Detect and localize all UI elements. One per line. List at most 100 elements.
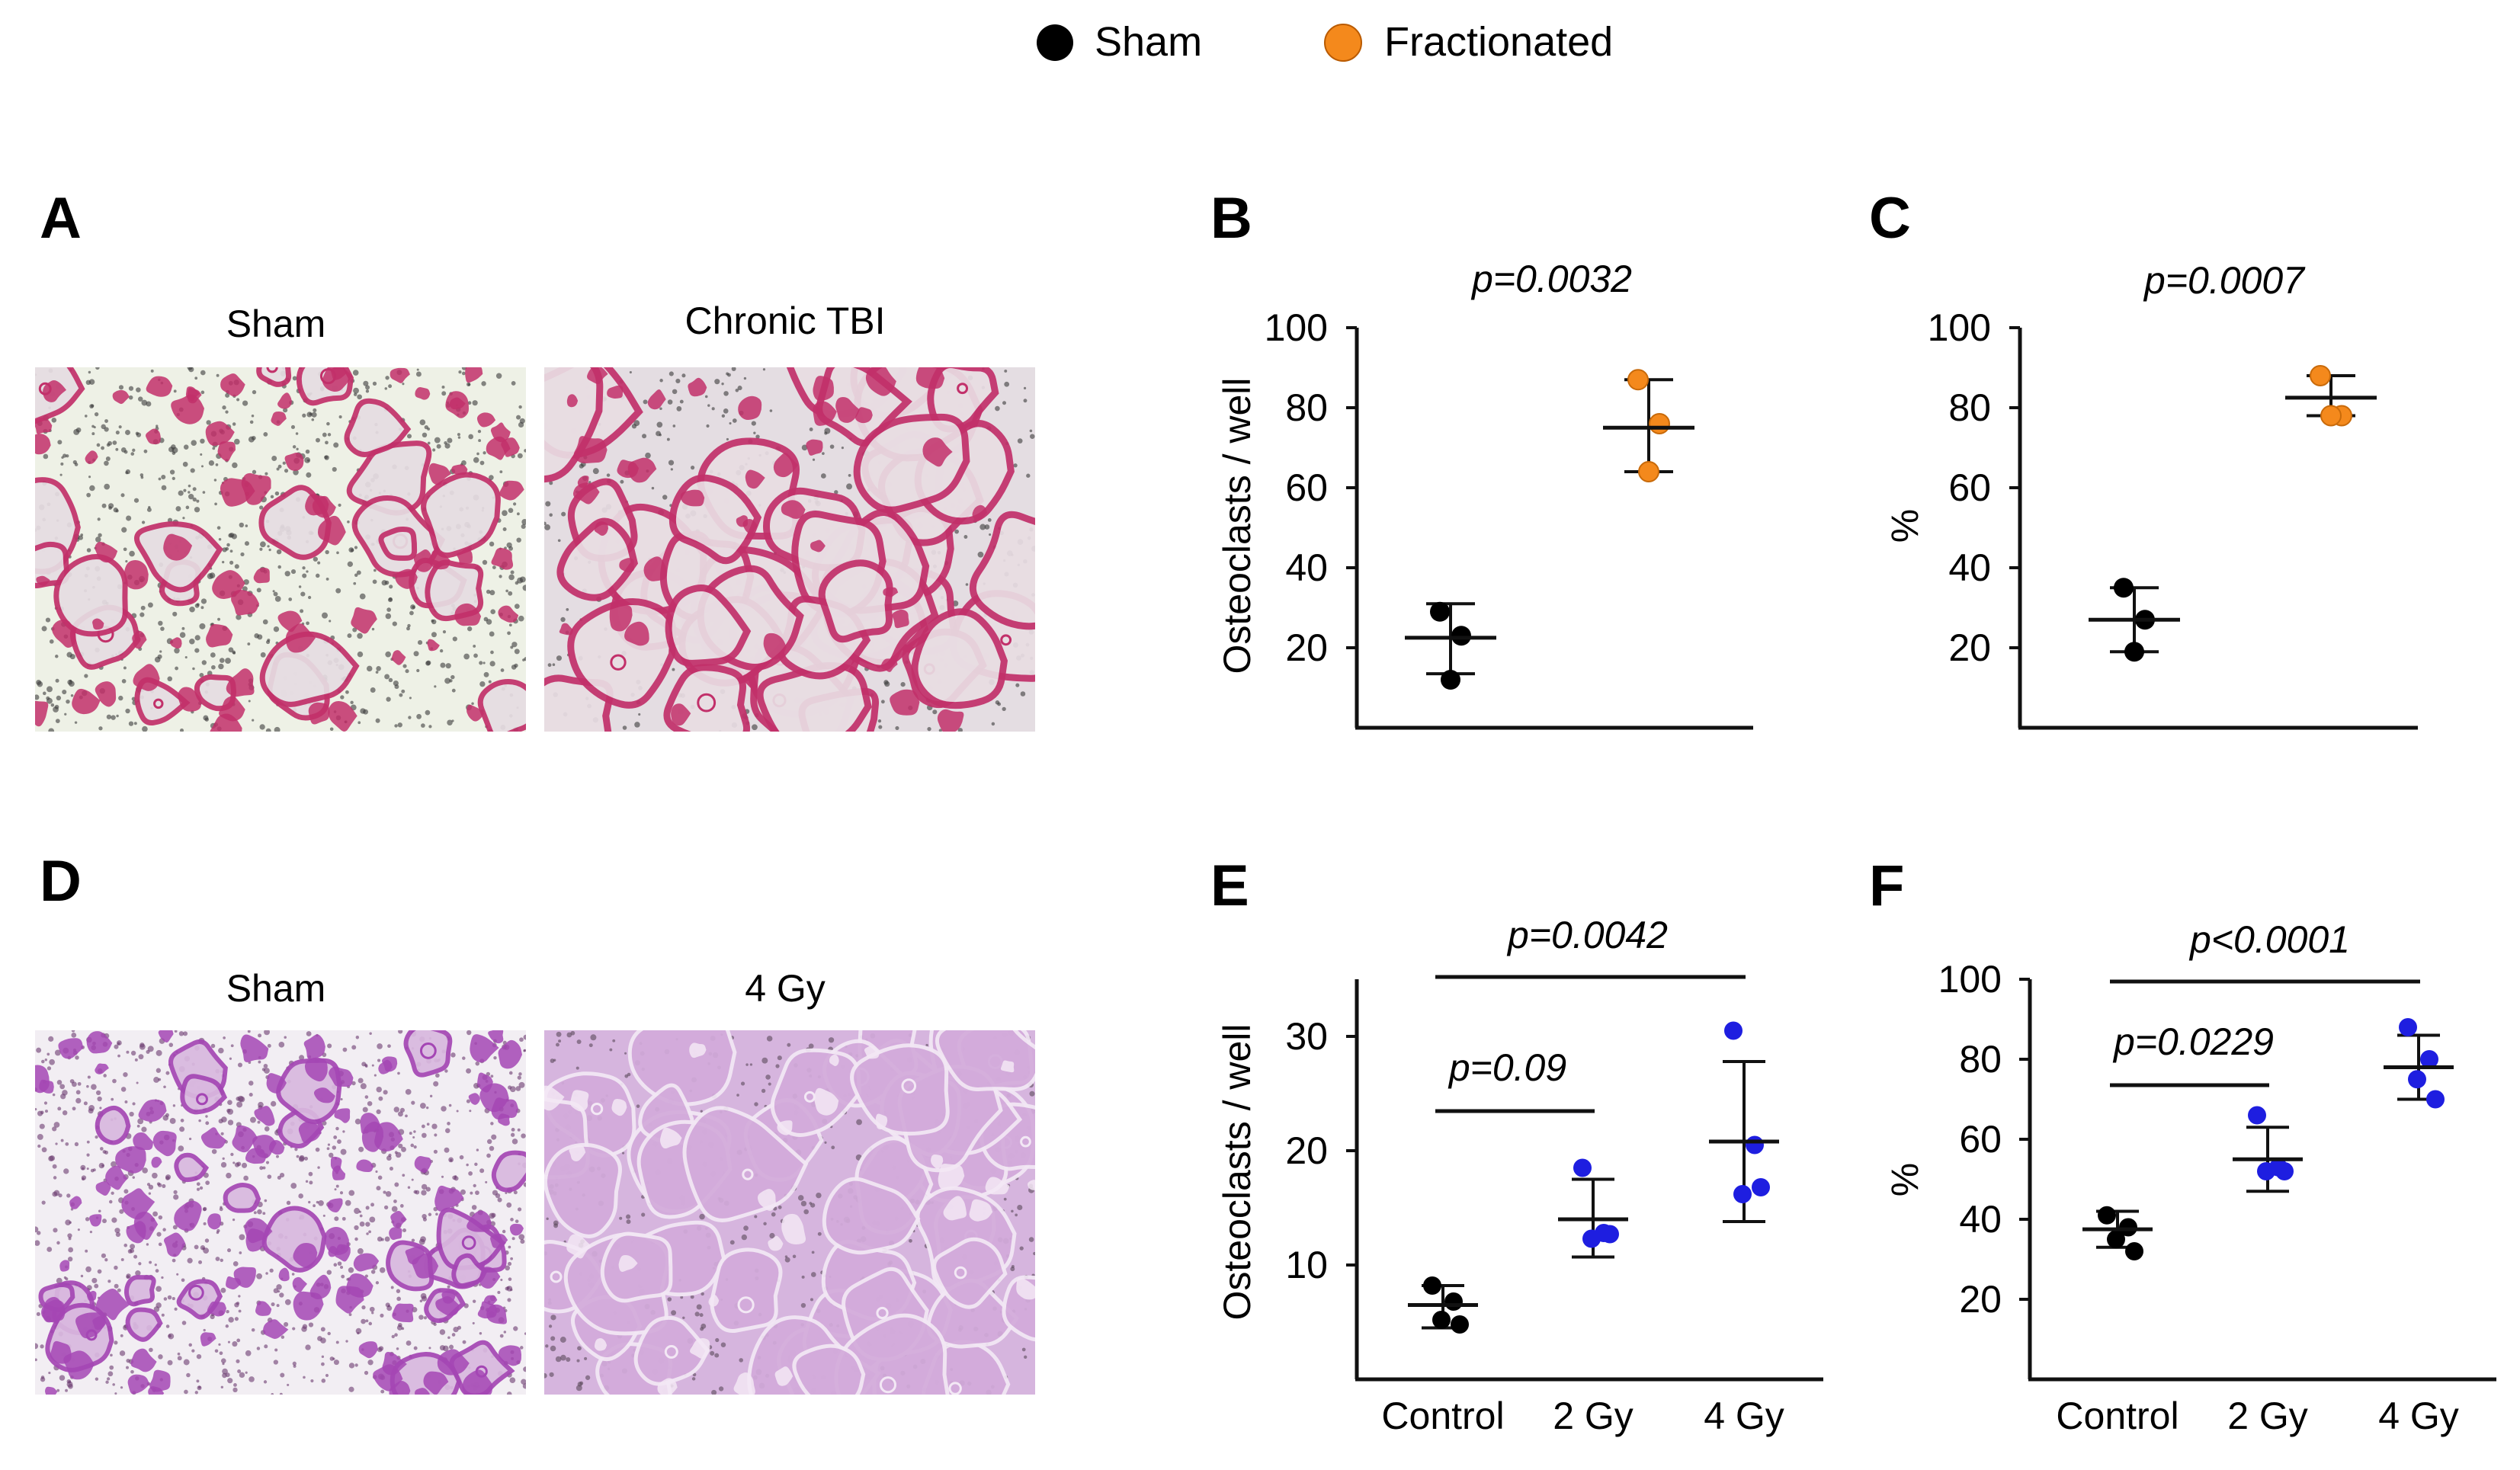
data-point — [2125, 1242, 2143, 1260]
data-point — [2248, 1106, 2266, 1125]
data-point — [2420, 1050, 2438, 1068]
data-point — [2399, 1018, 2417, 1036]
micrograph-d-sham — [35, 1030, 526, 1395]
y-tick-label: 20 — [1959, 1278, 2002, 1321]
series-c-1 — [2285, 365, 2377, 427]
data-point — [2310, 365, 2331, 386]
series-c-0 — [2089, 578, 2180, 662]
y-axis-label-f: % — [1884, 1163, 1926, 1196]
data-point — [1451, 1315, 1469, 1334]
data-point — [2426, 1090, 2445, 1109]
panel-letter-f: F — [1869, 853, 1904, 918]
data-point — [1423, 1276, 1441, 1295]
data-point — [1724, 1021, 1743, 1040]
series-f-2 — [2384, 1018, 2454, 1109]
y-tick-label: 20 — [1285, 626, 1328, 669]
data-point — [1430, 601, 1450, 622]
image-title-d-sham: Sham — [226, 967, 326, 1010]
p-value-label: p<0.0001 — [2188, 918, 2350, 961]
series-e-1 — [1558, 1158, 1628, 1259]
y-tick-label: 40 — [1959, 1198, 2002, 1241]
x-tick-label: 4 Gy — [2378, 1395, 2459, 1437]
data-point — [1573, 1158, 1592, 1177]
chart-c: 20 40 60 80 100% p=0.0007 — [1884, 259, 2418, 730]
data-point — [1733, 1185, 1752, 1203]
y-tick-label: 100 — [1928, 306, 1991, 349]
data-point — [2257, 1162, 2275, 1180]
x-tick-label: 2 Gy — [2227, 1395, 2308, 1437]
p-value-label: p=0.0007 — [2143, 259, 2306, 302]
micrograph-a-sham — [35, 367, 526, 732]
y-tick-label: 80 — [1959, 1038, 2002, 1081]
data-point — [2408, 1070, 2426, 1089]
y-tick-label: 40 — [1948, 546, 1991, 589]
legend-label-sham: Sham — [1095, 19, 1202, 65]
y-tick-label: 30 — [1285, 1015, 1328, 1058]
y-tick-label: 60 — [1948, 466, 1991, 509]
y-tick-label: 10 — [1285, 1244, 1328, 1286]
x-tick-label: 4 Gy — [1704, 1395, 1784, 1437]
image-title-d-4gy: 4 Gy — [745, 967, 826, 1010]
micrograph-a-chronic-tbi — [544, 367, 1035, 732]
data-point — [1451, 626, 1471, 646]
data-point — [1582, 1229, 1601, 1248]
p-value-label: p=0.0042 — [1506, 914, 1668, 956]
panel-letter-d: D — [40, 849, 82, 914]
data-point — [1432, 1311, 1451, 1329]
chart-f: 20 40 60 80 100% Control 2 Gy 4 Gy p=0.0229 p<0.0… — [1884, 918, 2496, 1437]
y-tick-label: 60 — [1285, 466, 1328, 509]
series-f-1 — [2233, 1106, 2303, 1193]
p-value-label: p=0.0229 — [2112, 1020, 2274, 1063]
y-tick-label: 100 — [1265, 306, 1328, 349]
panel-letter-b: B — [1210, 186, 1252, 251]
legend-marker-fractionated — [1324, 24, 1362, 62]
micrograph-d-4gy — [544, 1030, 1035, 1395]
chart-e: 10 20 30 Osteoclasts / well Control 2 Gy 4 Gy p… — [1216, 914, 1823, 1437]
x-tick-label: 2 Gy — [1553, 1395, 1634, 1437]
data-point — [2119, 1218, 2137, 1237]
data-point — [1441, 670, 1460, 690]
data-point — [2114, 578, 2134, 598]
image-title-a-chronic-tbi: Chronic TBI — [685, 299, 885, 342]
y-axis-label-e: Osteoclasts / well — [1216, 1023, 1258, 1320]
y-axis-label-b: Osteoclasts / well — [1216, 377, 1258, 674]
panel-letter-a: A — [40, 186, 82, 251]
data-point — [1752, 1178, 1770, 1196]
image-title-a-sham: Sham — [226, 303, 326, 345]
series-b-1 — [1603, 369, 1694, 482]
data-point — [1444, 1292, 1463, 1311]
data-point — [1746, 1135, 1764, 1155]
y-tick-label: 20 — [1948, 626, 1991, 669]
panel-a: A Sham Chronic TBI — [35, 186, 1035, 732]
data-point — [1649, 413, 1670, 434]
panel-letter-c: C — [1869, 186, 1911, 251]
data-point — [2098, 1206, 2116, 1225]
y-tick-label: 80 — [1948, 386, 1991, 429]
y-tick-label: 60 — [1959, 1118, 2002, 1161]
x-tick-label: Control — [2056, 1395, 2179, 1437]
p-value-label: p=0.0032 — [1470, 258, 1632, 300]
data-point — [1638, 461, 1659, 482]
series-e-2 — [1709, 1021, 1779, 1223]
y-tick-label: 20 — [1285, 1129, 1328, 1172]
legend-label-fractionated: Fractionated — [1384, 19, 1613, 65]
panel-letter-e: E — [1210, 853, 1249, 918]
series-f-0 — [2082, 1206, 2153, 1260]
panel-d: D Sham 4 Gy — [35, 849, 1035, 1395]
data-point — [2275, 1162, 2294, 1180]
legend: Sham Fractionated — [1037, 19, 1613, 65]
series-b-0 — [1405, 601, 1496, 690]
data-point — [1601, 1225, 1619, 1244]
data-point — [2107, 1230, 2125, 1249]
series-e-0 — [1408, 1276, 1478, 1334]
x-tick-label: Control — [1381, 1395, 1504, 1437]
y-tick-label: 40 — [1285, 546, 1328, 589]
data-point — [1627, 369, 1649, 391]
y-axis-label-c: % — [1884, 509, 1926, 543]
y-tick-label: 80 — [1285, 386, 1328, 429]
p-value-label: p=0.09 — [1448, 1046, 1566, 1089]
y-tick-label: 100 — [1938, 958, 2002, 1001]
legend-marker-sham — [1037, 24, 1073, 61]
